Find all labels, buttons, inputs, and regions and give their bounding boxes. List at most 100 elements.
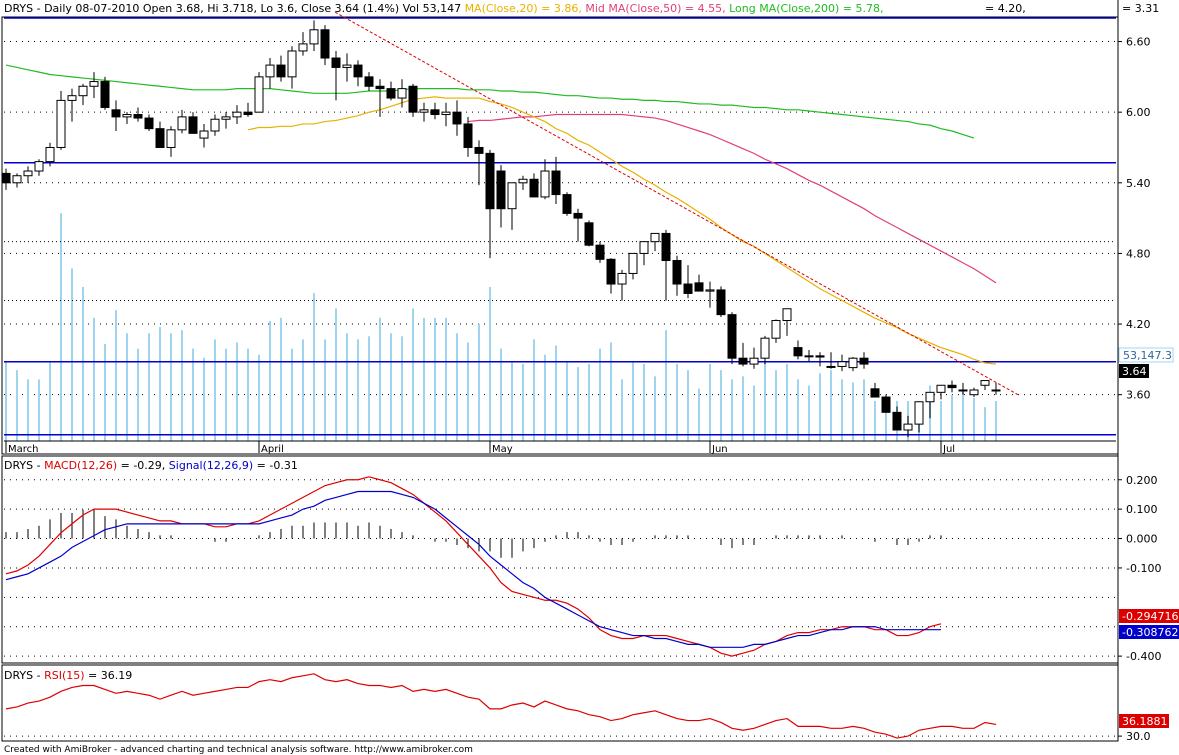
candle-body bbox=[595, 244, 605, 260]
candle-body bbox=[804, 355, 814, 358]
header-part: Signal(12,26,9) bbox=[169, 459, 253, 472]
macd-tick-label: 0.100 bbox=[1126, 503, 1158, 516]
candle-body bbox=[705, 289, 715, 292]
candle-body bbox=[23, 170, 33, 177]
rsi-header: DRYS - RSI(15) = 36.19 bbox=[4, 669, 132, 682]
candle-body bbox=[980, 380, 990, 386]
horizontal-levels bbox=[4, 17, 1116, 436]
candle-body bbox=[287, 50, 297, 78]
month-axis: March April May Jun Jul bbox=[4, 440, 1116, 455]
candle-body bbox=[408, 85, 418, 113]
candle-body bbox=[298, 43, 308, 52]
candle-body bbox=[320, 29, 330, 59]
candle-body bbox=[991, 389, 1001, 392]
volume-badge-bg bbox=[1118, 347, 1174, 363]
candle-body bbox=[243, 111, 253, 116]
candle-body bbox=[617, 272, 627, 285]
candle-body bbox=[870, 388, 880, 398]
candle-body bbox=[56, 99, 66, 148]
rsi-badge: 36.1881 bbox=[1122, 715, 1168, 728]
candle-body bbox=[859, 357, 869, 365]
candle-body bbox=[144, 117, 154, 130]
volume-bars bbox=[5, 213, 997, 441]
candle-body bbox=[848, 357, 858, 369]
candle-body bbox=[474, 146, 484, 154]
candle-body bbox=[672, 259, 682, 285]
candle-body bbox=[727, 314, 737, 359]
candle-body bbox=[969, 389, 979, 396]
header-part: DRYS - bbox=[4, 669, 44, 682]
ma20-line bbox=[247, 96, 997, 365]
macd-line bbox=[5, 476, 942, 657]
header-part: = -0.29, bbox=[117, 459, 169, 472]
candle-body bbox=[485, 152, 495, 210]
candle-body bbox=[463, 123, 473, 148]
close-badge-bg bbox=[1119, 364, 1149, 378]
candle-body bbox=[683, 283, 693, 294]
macd-badge: -0.294716 bbox=[1122, 610, 1178, 623]
month-label: March bbox=[8, 444, 38, 455]
moving-averages bbox=[5, 64, 997, 365]
candle-body bbox=[518, 178, 528, 184]
candle-body bbox=[397, 88, 407, 99]
macd-tick-label: 0.200 bbox=[1126, 474, 1158, 487]
header-part: DRYS - bbox=[4, 459, 44, 472]
month-label: April bbox=[261, 444, 284, 455]
rsi-tick-label: 30.0 bbox=[1126, 730, 1151, 743]
candle-body bbox=[573, 212, 583, 219]
price-tick-label: 3.60 bbox=[1126, 389, 1151, 402]
candle-body bbox=[628, 252, 638, 274]
rsi-series-line bbox=[5, 673, 997, 739]
candle-body bbox=[947, 384, 957, 389]
candle-body bbox=[529, 178, 539, 198]
candle-body bbox=[419, 109, 429, 113]
macd-lines bbox=[5, 476, 942, 657]
candle-body bbox=[45, 146, 55, 163]
candle-body bbox=[155, 128, 165, 148]
price-header-right-1: = 4.20, bbox=[985, 2, 1026, 15]
candle-body bbox=[210, 118, 220, 132]
candle-body bbox=[958, 389, 968, 392]
price-tick-label: 4.20 bbox=[1126, 318, 1151, 331]
candle-body bbox=[265, 64, 275, 78]
candle-body bbox=[452, 111, 462, 125]
candle-body bbox=[78, 85, 88, 97]
candle-body bbox=[815, 355, 825, 358]
rsi-axis: 30.0 bbox=[1118, 730, 1151, 743]
candle-body bbox=[606, 258, 616, 285]
candle-body bbox=[188, 116, 198, 134]
candle-body bbox=[925, 391, 935, 403]
candle-body bbox=[749, 357, 759, 365]
candle-body bbox=[375, 85, 385, 90]
close-badge: 3.64 bbox=[1122, 365, 1147, 378]
price-header: DRYS - Daily 08-07-2010 Open 3.68, Hi 3.… bbox=[4, 2, 883, 15]
candle-body bbox=[507, 182, 517, 210]
price-axis: 3.60 4.20 4.80 5.40 6.00 6.60 bbox=[1118, 36, 1151, 402]
candle-body bbox=[386, 88, 396, 99]
candle-body bbox=[496, 170, 506, 210]
macd-tick-label: -0.100 bbox=[1126, 562, 1161, 575]
candle-body bbox=[837, 361, 847, 367]
candle-body bbox=[166, 129, 176, 148]
macd-histogram bbox=[5, 509, 942, 558]
candle-body bbox=[133, 114, 143, 119]
candle-body bbox=[903, 423, 913, 431]
candle-body bbox=[232, 111, 242, 118]
candle-body bbox=[650, 232, 660, 243]
candle-body bbox=[771, 320, 781, 339]
macd-axis: 0.200 0.100 0.000 -0.100 -0.400 bbox=[1118, 474, 1161, 663]
candle-body bbox=[562, 194, 572, 214]
macd-header: DRYS - MACD(12,26) = -0.29, Signal(12,26… bbox=[4, 459, 298, 472]
month-label: Jun bbox=[711, 444, 728, 455]
candle-body bbox=[661, 232, 671, 261]
header-part: Mid MA(Close,50) = 4.55, bbox=[585, 2, 729, 15]
trend-line bbox=[334, 11, 1019, 396]
signal-badge-bg bbox=[1119, 625, 1179, 639]
candle-body bbox=[782, 308, 792, 322]
candle-body bbox=[342, 64, 352, 68]
header-part: DRYS - Daily 08-07-2010 Open 3.68, Hi 3.… bbox=[4, 2, 465, 15]
price-header-right-2: = 3.31 bbox=[1122, 2, 1159, 15]
signal-line bbox=[5, 490, 941, 648]
candle-body bbox=[760, 337, 770, 359]
candle-body bbox=[639, 241, 649, 254]
